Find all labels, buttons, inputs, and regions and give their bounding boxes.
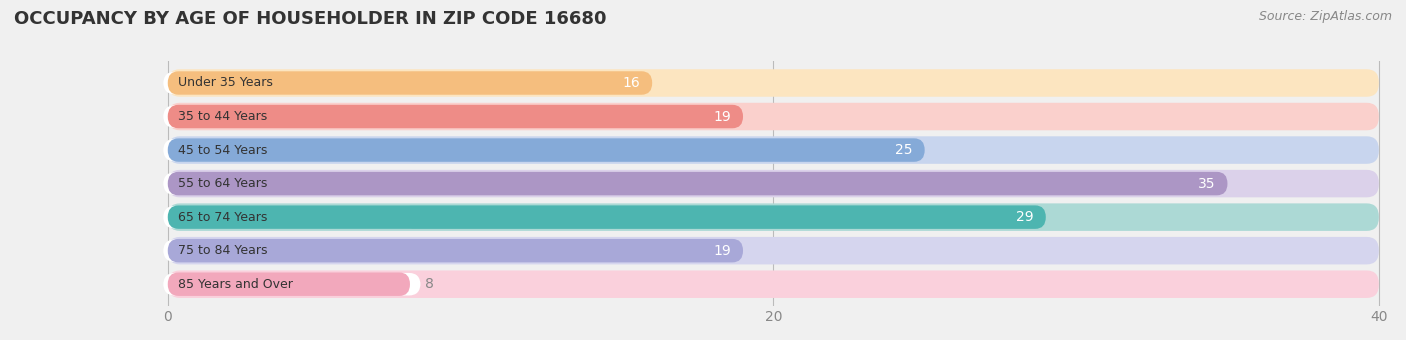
FancyBboxPatch shape [167,270,1379,298]
FancyBboxPatch shape [163,139,420,162]
FancyBboxPatch shape [167,239,742,262]
FancyBboxPatch shape [167,203,1379,231]
Text: 25: 25 [896,143,912,157]
Text: 55 to 64 Years: 55 to 64 Years [179,177,267,190]
FancyBboxPatch shape [163,273,420,295]
Text: 35 to 44 Years: 35 to 44 Years [179,110,267,123]
FancyBboxPatch shape [163,172,420,195]
FancyBboxPatch shape [167,237,1379,265]
FancyBboxPatch shape [167,138,925,162]
Text: 19: 19 [713,109,731,123]
Text: 75 to 84 Years: 75 to 84 Years [179,244,267,257]
Text: 16: 16 [623,76,640,90]
FancyBboxPatch shape [163,72,420,94]
Text: 65 to 74 Years: 65 to 74 Years [179,211,267,224]
FancyBboxPatch shape [163,105,420,128]
FancyBboxPatch shape [167,172,1227,195]
Text: 19: 19 [713,244,731,258]
FancyBboxPatch shape [167,71,652,95]
FancyBboxPatch shape [163,239,420,262]
Text: Source: ZipAtlas.com: Source: ZipAtlas.com [1258,10,1392,23]
Text: 29: 29 [1017,210,1033,224]
FancyBboxPatch shape [167,170,1379,197]
FancyBboxPatch shape [167,103,1379,130]
FancyBboxPatch shape [167,272,411,296]
Text: 45 to 54 Years: 45 to 54 Years [179,143,267,156]
FancyBboxPatch shape [167,69,1379,97]
FancyBboxPatch shape [167,136,1379,164]
Text: OCCUPANCY BY AGE OF HOUSEHOLDER IN ZIP CODE 16680: OCCUPANCY BY AGE OF HOUSEHOLDER IN ZIP C… [14,10,606,28]
FancyBboxPatch shape [163,206,420,228]
Text: 85 Years and Over: 85 Years and Over [179,278,294,291]
FancyBboxPatch shape [167,105,742,128]
Text: 8: 8 [425,277,434,291]
Text: 35: 35 [1198,176,1215,191]
FancyBboxPatch shape [167,205,1046,229]
Text: Under 35 Years: Under 35 Years [179,76,273,89]
